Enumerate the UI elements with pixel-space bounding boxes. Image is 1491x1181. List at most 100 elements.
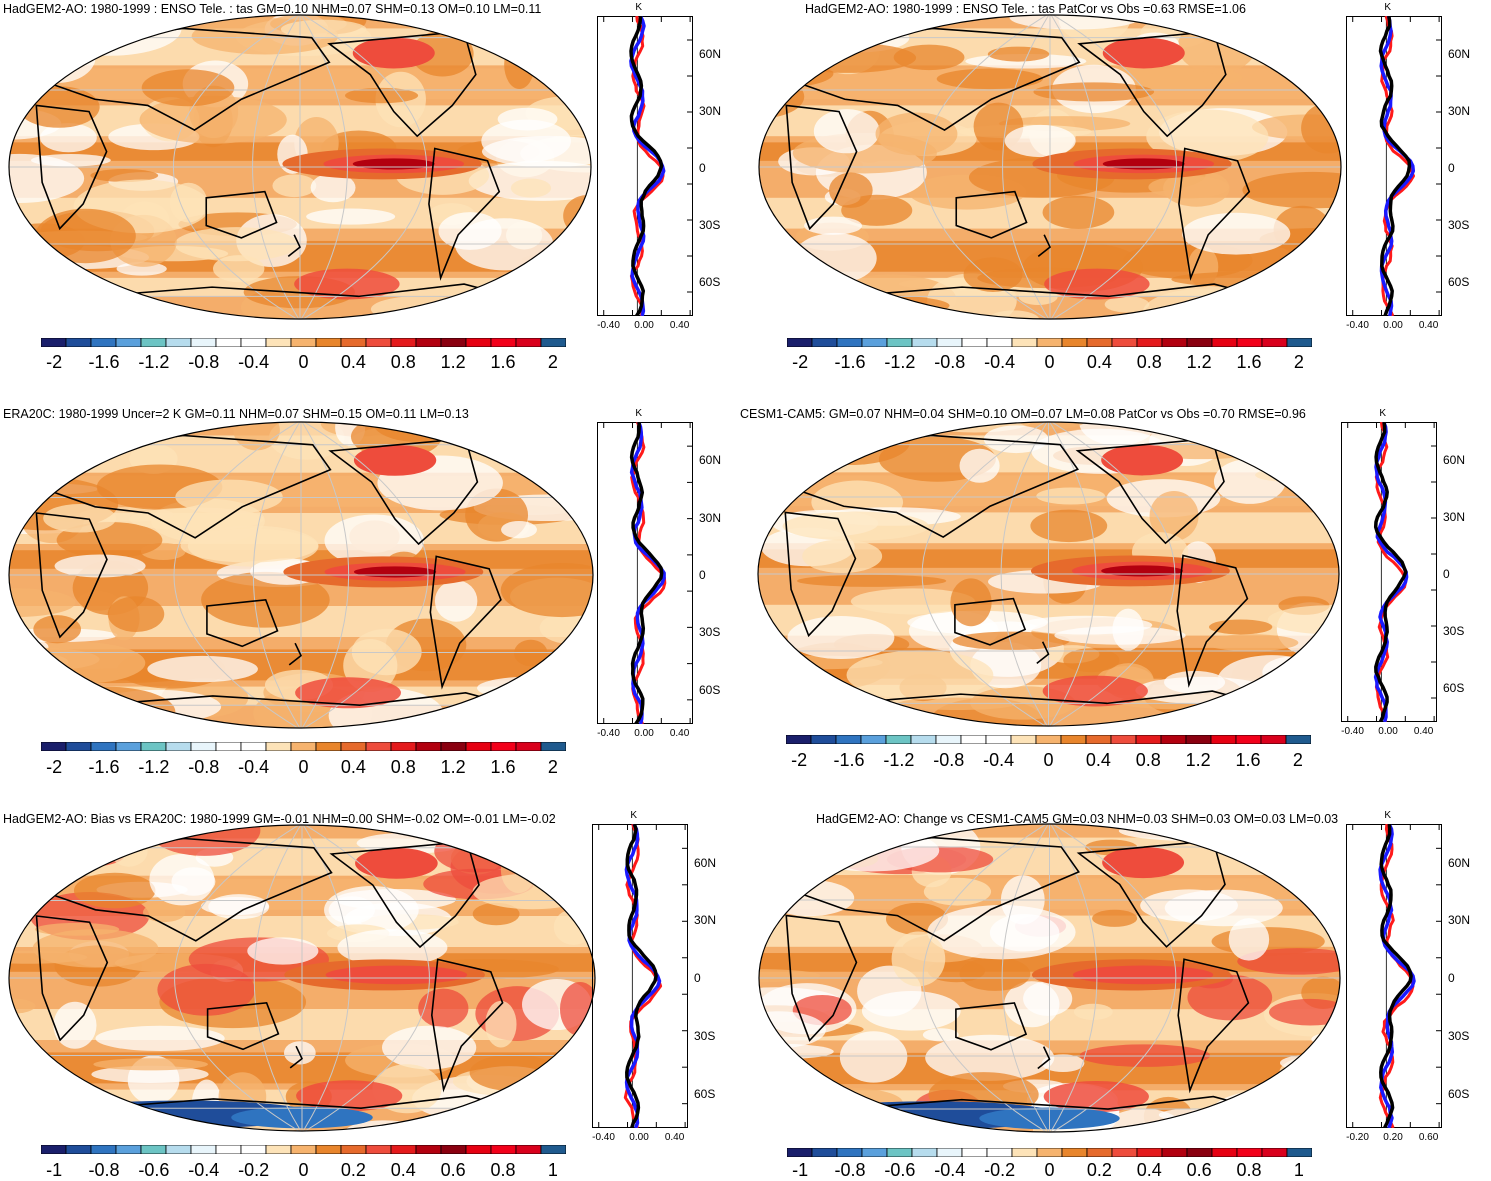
latitude-tick-label: 30N — [1448, 913, 1471, 928]
coastline-1 — [23, 837, 333, 942]
colorbar-swatch — [810, 735, 837, 744]
colorbar-tick-label: 2 — [547, 352, 558, 372]
colorbar-swatch — [340, 338, 367, 347]
coastline-4 — [428, 147, 501, 281]
coastline-2 — [955, 190, 1028, 239]
latitude-tick-label: 30N — [694, 913, 717, 928]
zonal-x-tick-label: 0.00 — [1378, 726, 1398, 737]
world-map — [758, 823, 1341, 1133]
coastline-6 — [1037, 1046, 1051, 1070]
colorbar-swatch — [1035, 735, 1062, 744]
zonal-x-tick-label: 0.40 — [669, 728, 690, 739]
colorbar-tick-label: -1.6 — [833, 750, 865, 770]
colorbar-tick-label: 0.8 — [390, 757, 416, 777]
colorbar-swatch — [190, 338, 217, 347]
latitude-tick-label: 30N — [1448, 104, 1471, 118]
world-map — [8, 421, 594, 729]
colorbar-tick-label: 0 — [1043, 750, 1054, 770]
zonal-x-tick-label: 0.00 — [629, 1132, 649, 1143]
colorbar-swatch — [1210, 735, 1237, 744]
colorbar-swatch — [1186, 1148, 1213, 1157]
colorbar-tick-label: -1.2 — [884, 352, 916, 372]
zonal-mean-plot — [1346, 16, 1442, 316]
colorbar-swatch — [935, 735, 962, 744]
latitude-tick-label: 30N — [699, 104, 722, 118]
colorbar-swatch — [787, 1148, 813, 1157]
coastline-0 — [35, 915, 109, 1042]
colorbar-tick-label: -0.2 — [238, 1160, 270, 1180]
latitude-tick-label: 30S — [1443, 624, 1465, 638]
coastline-0 — [785, 914, 858, 1042]
colorbar-swatch — [115, 1145, 142, 1154]
coastline-6 — [288, 642, 302, 666]
colorbar-swatch — [1260, 735, 1287, 744]
colorbar-swatch — [961, 338, 988, 347]
coastline-1 — [23, 27, 331, 131]
colorbar-tick-label: -1.6 — [834, 352, 866, 372]
colorbar-swatch — [265, 338, 292, 347]
colorbar-swatch — [960, 735, 987, 744]
colorbar-swatch — [90, 1145, 117, 1154]
colorbar-swatch — [140, 338, 167, 347]
zonal-unit-label: K — [630, 810, 638, 821]
colorbar-tick-label: -2 — [792, 352, 809, 372]
colorbar-swatch — [860, 735, 887, 744]
colorbar-swatch — [415, 742, 442, 751]
colorbar-swatch — [1186, 338, 1213, 347]
latitude-tick-label: 30S — [699, 625, 721, 640]
colorbar-swatch — [415, 1145, 442, 1154]
colorbar-tick-label: -1.6 — [88, 757, 120, 777]
coastline-1 — [23, 434, 332, 539]
zonal-x-tick-label: 0.40 — [664, 1132, 685, 1143]
colorbar-swatch — [165, 1145, 192, 1154]
latitude-tick-label: 60S — [699, 682, 721, 697]
coastline-2 — [206, 598, 279, 648]
colorbar-swatch — [265, 1145, 292, 1154]
zonal-mean-series-2 — [629, 422, 664, 724]
colorbar-swatch — [490, 1145, 517, 1154]
zonal-unit-label: K — [635, 2, 643, 13]
colorbar-swatch — [885, 735, 912, 744]
colorbar-tick-label: -2 — [791, 750, 808, 770]
coastline-1 — [773, 27, 1081, 131]
colorbar-swatch — [1236, 1148, 1263, 1157]
colorbar-tick-label: 1 — [1293, 1160, 1304, 1180]
latitude-tick-label: 60N — [694, 855, 717, 870]
coastline-6 — [1036, 641, 1050, 664]
latitude-tick-label: 60S — [1448, 1086, 1470, 1101]
colorbar-tick-label: -0.4 — [188, 1160, 220, 1180]
latitude-tick-label: 60S — [1443, 681, 1465, 695]
latitude-tick-label: 60S — [699, 275, 721, 289]
colorbar-swatch — [190, 742, 217, 751]
colorbar-tick-label: 0.4 — [1085, 750, 1111, 770]
colorbar-swatch — [1161, 338, 1188, 347]
colorbar-swatch — [1086, 338, 1113, 347]
colorbar-swatch — [1261, 338, 1288, 347]
coastline-0 — [35, 512, 108, 639]
colorbar-swatch — [835, 735, 862, 744]
zonal-mean-plot — [1341, 422, 1437, 722]
coastline-4 — [1176, 554, 1249, 688]
colorbar-tick-label: -1 — [46, 1160, 63, 1180]
colorbar-swatch — [1036, 1148, 1063, 1157]
colorbar-tick-label: -0.4 — [984, 352, 1016, 372]
zonal-x-tick-label: 0.40 — [669, 320, 690, 331]
colorbar-tick-label: -0.4 — [238, 757, 270, 777]
zonal-x-tick-label: 0.40 — [1418, 320, 1439, 331]
colorbar-swatch — [1110, 735, 1137, 744]
zonal-x-tick-label: 0.00 — [1383, 320, 1403, 331]
latitude-tick-label: 30N — [1443, 510, 1466, 524]
colorbar-tick-label: 0.8 — [1136, 352, 1162, 372]
colorbar-swatch — [365, 1145, 392, 1154]
colorbar-swatch — [215, 1145, 242, 1154]
latitude-tick-label: 0 — [1448, 971, 1455, 986]
colorbar-tick-label: -2 — [46, 757, 63, 777]
colorbar-tick-label: 0.4 — [1086, 352, 1112, 372]
world-map — [8, 14, 592, 320]
colorbar-tick-label: -0.4 — [934, 1160, 966, 1180]
coastline-6 — [289, 1045, 303, 1069]
coastline-6 — [1037, 234, 1051, 257]
zonal-unit-label: K — [635, 408, 643, 419]
colorbar-swatch — [1160, 735, 1187, 744]
colorbar-swatch — [1086, 1148, 1113, 1157]
